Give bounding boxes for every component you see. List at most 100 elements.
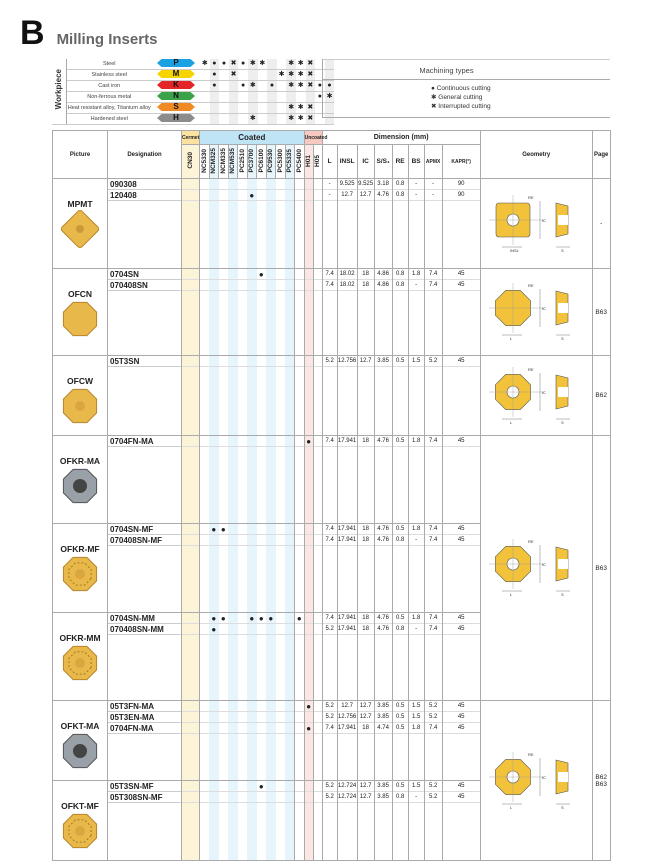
grade-availability <box>228 269 238 280</box>
grade-availability <box>313 535 322 546</box>
machining-symbol-g: ✱ <box>431 94 439 101</box>
grade-header: PC5400 <box>294 144 305 179</box>
dimension-cell: 0.5 <box>391 435 409 524</box>
dimension-cell: 7.4 7.4 <box>423 612 443 701</box>
grade-suitability-cell <box>315 59 325 70</box>
geometry-cell: IC RE L S <box>479 435 593 701</box>
dimension-cell: 17.941 17.941 <box>336 523 358 613</box>
dimension-cell: 5.2 5.2 7.4 <box>423 700 443 781</box>
grade-suitability-cell <box>324 102 335 114</box>
grade-availability <box>313 356 322 367</box>
designation: 070408SN <box>108 280 181 291</box>
dimension-cell: 12.756 <box>336 355 358 436</box>
geometry-drawing: IC RE L S <box>489 366 571 425</box>
grade-availability <box>256 179 266 190</box>
dimension-value: 1.8 <box>408 524 424 535</box>
grade-availability <box>228 280 238 291</box>
grade-availability <box>182 280 199 291</box>
grade-cell <box>313 780 323 861</box>
insert-image <box>53 554 107 596</box>
dimension-value: 5.2 <box>322 624 337 635</box>
designation: 05T3FN-MA <box>108 701 181 712</box>
grade-suitability-cell <box>238 69 248 81</box>
grade-cell <box>237 612 247 701</box>
grade-availability <box>285 524 294 535</box>
dimension-cell: 3.85 <box>373 355 393 436</box>
dimension-value: 0.5 <box>392 356 408 367</box>
grade-availability <box>200 624 209 635</box>
grade-suitability-cell <box>276 102 287 114</box>
page-reference: B63 <box>591 268 611 356</box>
grade-availability <box>247 269 257 280</box>
grade-cell: ● <box>303 435 314 524</box>
grade-suitability-cell: ● <box>238 80 248 92</box>
grade-availability <box>218 356 228 367</box>
grade-suitability-cell: ● <box>209 69 220 81</box>
machining-type-label: General cutting <box>438 94 483 101</box>
svg-text:L: L <box>510 805 513 810</box>
grade-cell <box>285 178 295 269</box>
grade-availability <box>313 280 322 291</box>
dimension-value: 90 <box>442 179 480 190</box>
insert-series-name: OFKR-MM <box>59 633 101 643</box>
grade-availability <box>295 179 304 190</box>
material-code-cell: S <box>152 102 200 114</box>
material-code-badge: S <box>157 103 195 111</box>
grade-availability <box>275 179 285 190</box>
grade-suitability-cell <box>267 102 277 114</box>
grade-availability <box>237 723 247 734</box>
grade-cell <box>181 780 200 861</box>
grade-cell <box>313 435 323 524</box>
dimension-value: 7.4 <box>322 723 337 734</box>
grade-availability <box>247 535 257 546</box>
dimension-value: 12.7 <box>357 356 374 367</box>
grade-availability: ● <box>256 269 266 280</box>
dimension-value: 12.7 <box>357 701 374 712</box>
dimension-value: 18 <box>357 524 374 535</box>
grade-availability <box>247 624 257 635</box>
grade-suitability-cell: ✱ <box>247 59 258 70</box>
grade-availability <box>256 712 266 723</box>
grade-suitability-cell <box>219 80 229 92</box>
header-row: CN30 NC5330 NCM325 NCM335 NCM535 PC2510 PC3700… <box>53 144 611 179</box>
dimension-value: 4.86 <box>374 269 392 280</box>
dimension-cell: 18 18 <box>356 268 375 356</box>
grade-availability <box>200 436 209 447</box>
machining-symbol-g: ✱ <box>278 71 285 78</box>
available-dot-icon: ● <box>220 614 226 623</box>
dimension-value: 7.4 <box>322 280 337 291</box>
grade-suitability-cell <box>228 91 239 103</box>
grade-availability <box>237 792 247 803</box>
grade-suitability-cell <box>324 69 335 81</box>
grade-availability <box>256 701 266 712</box>
grade-availability <box>247 280 257 291</box>
machining-symbol-g: ✱ <box>249 60 256 67</box>
grade-cell <box>209 435 219 524</box>
grade-suitability-cell <box>238 113 248 125</box>
grade-availability <box>237 179 247 190</box>
designation: 05T3EN-MA <box>108 712 181 723</box>
dimension-cell: 1.8- <box>407 268 425 356</box>
insert-image <box>53 209 107 251</box>
page-reference: B62 B63 <box>591 700 611 861</box>
grade-cell <box>218 700 228 781</box>
dimension-cell: 45 45 <box>441 780 481 861</box>
dimension-value: 3.85 <box>374 792 392 803</box>
grade-cell <box>228 780 238 861</box>
dimension-header: RE <box>391 144 409 179</box>
grade-availability <box>209 792 219 803</box>
dimension-cell: 0.5 0.8 <box>391 612 409 701</box>
insert-image <box>53 466 107 508</box>
grade-availability <box>218 269 228 280</box>
machining-symbol-g: ✱ <box>326 93 333 100</box>
grade-availability <box>200 723 209 734</box>
designation-cell: 0704SN-MF 070408SN-MF <box>107 523 182 613</box>
grade-availability <box>256 624 266 635</box>
grade-suitability-cell <box>257 91 268 103</box>
grade-suitability-cell: ✱ <box>257 59 268 70</box>
machining-symbol-c: ● <box>241 82 246 89</box>
grade-availability <box>285 701 294 712</box>
designation: 05T3SN <box>108 356 181 367</box>
grade-suitability-cell <box>276 80 287 92</box>
dimension-cell: 12.724 12.724 <box>336 780 358 861</box>
